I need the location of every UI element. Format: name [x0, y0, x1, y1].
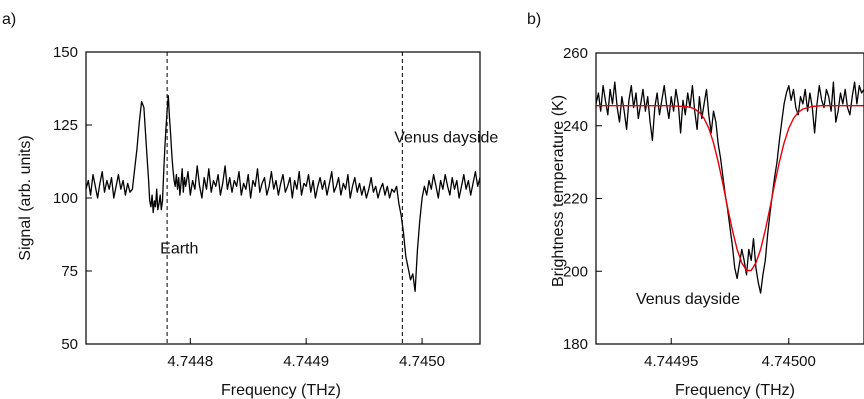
- panel-b-x-axis-title: Frequency (THz): [675, 382, 795, 399]
- panel-b-x-tick-label-1: 4.74500: [762, 353, 816, 370]
- panel-a-plot-content: [86, 52, 480, 344]
- panel-a-y-tick-label-0: 50: [61, 336, 78, 353]
- panel-a-annotation-1: Venus dayside: [394, 130, 498, 147]
- panel-b-y-axis-title: Brightness temperature (K): [550, 95, 567, 287]
- panel-b-series-line-1: [596, 105, 864, 272]
- panel-b-y-tick-label-0: 180: [563, 336, 588, 353]
- panel-a-series-line-0: [86, 95, 480, 293]
- panel-a-y-ticks: 50 75 100 125 150: [53, 44, 92, 353]
- panel-a-annotation-0: Earth: [160, 240, 198, 257]
- panel-a-y-tick-label-1: 75: [61, 263, 78, 280]
- panel-a-y-tick-label-4: 150: [53, 44, 78, 61]
- panel-a-label: a): [2, 11, 16, 28]
- panel-a-x-tick-label-0: 4.7448: [167, 353, 213, 370]
- panel-b-series-line-0: [596, 81, 864, 294]
- panel-b-plot-content: [596, 81, 864, 294]
- panel-b-y-ticks: 180 200 220 240 260: [563, 45, 602, 353]
- panel-b-y-tick-label-1: 200: [563, 263, 588, 280]
- panel-a-y-axis-title: Signal (arb. units): [17, 135, 34, 260]
- panel-a-x-tick-label-1: 4.7449: [283, 353, 329, 370]
- panel-a-frame: [85, 51, 481, 345]
- panel-b-x-tick-label-0: 4.74495: [644, 353, 698, 370]
- panel-b-chart: b) 4.74495 4.74500 180 200 220 240 260 Freque…: [527, 11, 864, 399]
- panel-b-x-ticks: 4.74495 4.74500: [644, 338, 816, 370]
- panel-a-y-tick-label-2: 100: [53, 190, 78, 207]
- panel-a-x-ticks: 4.7448 4.7449 4.7450: [167, 338, 445, 370]
- panel-b-label: b): [527, 11, 541, 28]
- panel-b-y-tick-label-3: 240: [563, 118, 588, 135]
- panel-a-x-tick-label-2: 4.7450: [399, 353, 445, 370]
- panel-b-y-tick-label-4: 260: [563, 45, 588, 62]
- panel-a-x-axis-title: Frequency (THz): [221, 382, 341, 399]
- panel-a-chart: a) 4.7448 4.7449 4.7450 50 75 100 125 150 Freq…: [2, 11, 498, 399]
- panel-b-annotation-0: Venus dayside: [636, 291, 740, 308]
- panel-a-y-tick-label-3: 125: [53, 117, 78, 134]
- panel-b-y-tick-label-2: 220: [563, 191, 588, 208]
